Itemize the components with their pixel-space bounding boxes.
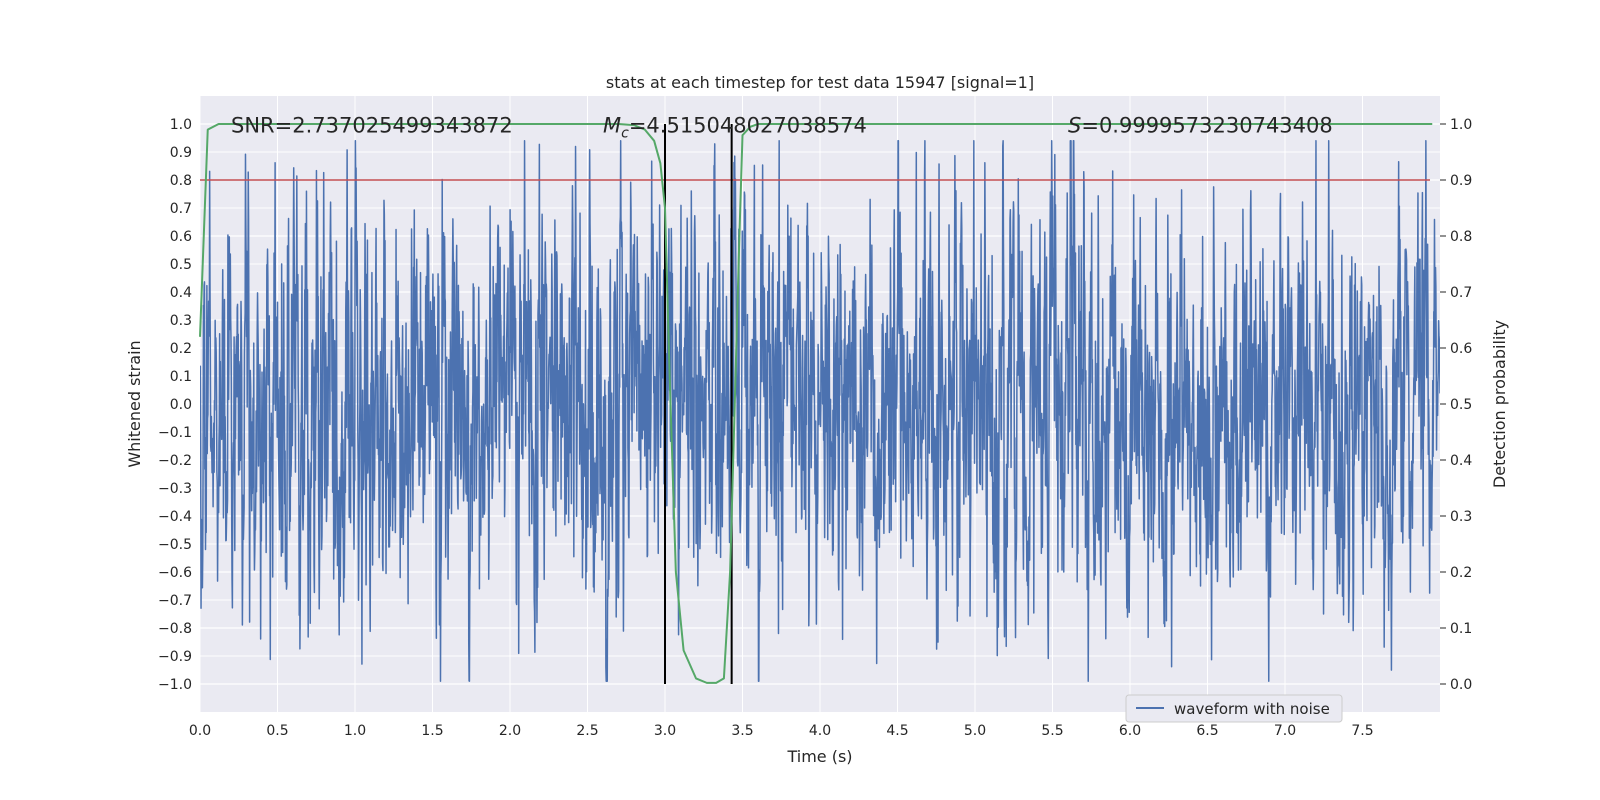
y-tick-label-2: −0.8: [158, 621, 192, 637]
x-tick-label-8: 4.0: [809, 723, 831, 739]
y2-tick-label-8: 0.8: [1450, 229, 1472, 245]
y-tick-label-18: 0.8: [170, 173, 192, 189]
y-tick-label-1: −0.9: [158, 649, 192, 665]
y-tick-label-10: 0.0: [170, 397, 192, 413]
probability-line: [199, 123, 1433, 684]
s-value: =0.9999573230743408: [1081, 113, 1332, 137]
x-tick-label-12: 6.0: [1119, 723, 1141, 739]
y-tick-label-5: −0.5: [158, 537, 192, 553]
y2-tick-label-1: 0.1: [1450, 621, 1472, 637]
y2-axis-label: Detection probability: [1490, 320, 1509, 488]
y2-tick-label-9: 0.9: [1450, 173, 1472, 189]
x-tick-label-1: 0.5: [266, 723, 288, 739]
series-waveform-with-noise: [200, 140, 1440, 682]
x-tick-label-3: 1.5: [421, 723, 443, 739]
y2-tick-label-4: 0.4: [1450, 453, 1472, 469]
y-tick-label-15: 0.5: [170, 257, 192, 273]
x-tick-label-11: 5.5: [1041, 723, 1063, 739]
s-annotation: S=0.9999573230743408: [1068, 113, 1333, 137]
y-tick-label-0: −1.0: [158, 677, 192, 693]
x-tick-label-0: 0.0: [189, 723, 211, 739]
x-tick-label-14: 7.0: [1274, 723, 1296, 739]
snr-annotation: SNR=2.737025499343872: [231, 113, 513, 137]
x-tick-label-9: 4.5: [886, 723, 908, 739]
legend-entry-waveform: waveform with noise: [1174, 700, 1330, 718]
y-tick-label-6: −0.4: [158, 509, 192, 525]
x-tick-label-4: 2.0: [499, 723, 521, 739]
y2-axis-ticks: 0.0 0.1 0.2 0.3 0.4 0.5 0.6 0.7 0.8 0.9 1.0: [1440, 117, 1472, 693]
x-tick-label-2: 1.0: [344, 723, 366, 739]
x-tick-label-13: 6.5: [1196, 723, 1218, 739]
chirp-mass-annotation: Mc=4.515048027038574: [603, 113, 867, 141]
y2-tick-label-0: 0.0: [1450, 677, 1472, 693]
y-tick-label-19: 0.9: [170, 145, 192, 161]
legend: waveform with noise: [1125, 694, 1343, 723]
waveform-line: [200, 140, 1440, 682]
y-tick-label-8: −0.2: [158, 453, 192, 469]
legend-box: [1125, 694, 1343, 723]
chart-title: stats at each timestep for test data 159…: [606, 73, 1034, 92]
x-axis-label: Time (s): [786, 747, 852, 766]
y2-tick-label-3: 0.3: [1450, 509, 1472, 525]
y-tick-label-13: 0.3: [170, 313, 192, 329]
y-tick-label-4: −0.6: [158, 565, 192, 581]
series-detection-probability: [199, 123, 1433, 684]
y2-tick-label-7: 0.7: [1450, 285, 1472, 301]
x-tick-label-7: 3.5: [731, 723, 753, 739]
x-axis-ticks: 0.0 0.5 1.0 1.5 2.0 2.5 3.0 3.5 4.0 4.5 5.0 5.5 6.0 6…: [189, 723, 1374, 739]
y2-tick-label-2: 0.2: [1450, 565, 1472, 581]
y-tick-label-12: 0.2: [170, 341, 192, 357]
x-tick-label-5: 2.5: [576, 723, 598, 739]
y-tick-label-3: −0.7: [158, 593, 192, 609]
y-tick-label-17: 0.7: [170, 201, 192, 217]
y-axis-ticks: −1.0 −0.9 −0.8 −0.7 −0.6 −0.5 −0.4 −0.3 −0.2 −0.1…: [158, 117, 192, 693]
y-tick-label-11: 0.1: [170, 369, 192, 385]
y-tick-label-7: −0.3: [158, 481, 192, 497]
chirp-mass-symbol: M: [603, 113, 621, 137]
y-axis-label: Whitened strain: [125, 340, 144, 467]
y2-tick-label-6: 0.6: [1450, 341, 1472, 357]
y-tick-label-9: −0.1: [158, 425, 192, 441]
x-tick-label-15: 7.5: [1351, 723, 1373, 739]
y2-tick-label-5: 0.5: [1450, 397, 1472, 413]
s-symbol: S: [1068, 113, 1081, 137]
chirp-mass-value: =4.515048027038574: [629, 113, 867, 137]
y-tick-label-16: 0.6: [170, 229, 192, 245]
y-tick-label-20: 1.0: [170, 117, 192, 133]
x-tick-label-10: 5.0: [964, 723, 986, 739]
x-tick-label-6: 3.0: [654, 723, 676, 739]
y2-tick-label-10: 1.0: [1450, 117, 1472, 133]
y-tick-label-14: 0.4: [170, 285, 192, 301]
chirp-mass-subscript: c: [621, 125, 629, 141]
